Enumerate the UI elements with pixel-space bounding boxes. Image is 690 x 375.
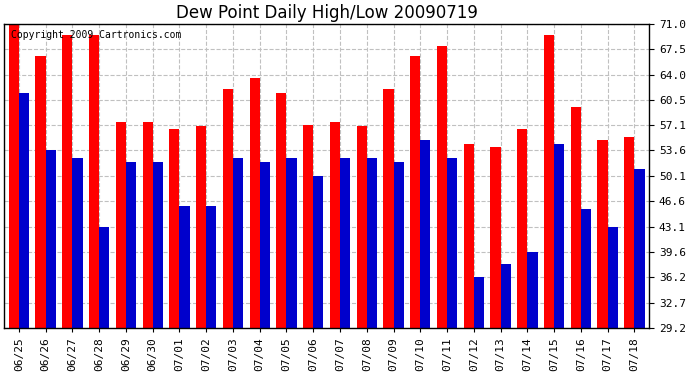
- Bar: [89, 34, 99, 328]
- Title: Dew Point Daily High/Low 20090719: Dew Point Daily High/Low 20090719: [176, 4, 477, 22]
- Bar: [581, 209, 591, 328]
- Bar: [410, 57, 420, 328]
- Bar: [464, 144, 474, 328]
- Bar: [223, 89, 233, 328]
- Bar: [500, 264, 511, 328]
- Bar: [126, 162, 136, 328]
- Bar: [598, 140, 608, 328]
- Bar: [62, 34, 72, 328]
- Bar: [437, 46, 447, 328]
- Bar: [169, 129, 179, 328]
- Bar: [233, 158, 243, 328]
- Bar: [250, 78, 259, 328]
- Bar: [19, 93, 29, 328]
- Bar: [152, 162, 163, 328]
- Bar: [9, 24, 19, 328]
- Text: Copyright 2009 Cartronics.com: Copyright 2009 Cartronics.com: [10, 30, 181, 40]
- Bar: [420, 140, 431, 328]
- Bar: [259, 162, 270, 328]
- Bar: [72, 158, 83, 328]
- Bar: [206, 206, 217, 328]
- Bar: [527, 252, 538, 328]
- Bar: [447, 158, 457, 328]
- Bar: [571, 108, 581, 328]
- Bar: [116, 122, 126, 328]
- Bar: [393, 162, 404, 328]
- Bar: [634, 170, 644, 328]
- Bar: [179, 206, 190, 328]
- Bar: [286, 158, 297, 328]
- Bar: [554, 144, 564, 328]
- Bar: [518, 129, 527, 328]
- Bar: [357, 126, 367, 328]
- Bar: [303, 125, 313, 328]
- Bar: [35, 57, 46, 328]
- Bar: [608, 227, 618, 328]
- Bar: [624, 136, 634, 328]
- Bar: [491, 147, 500, 328]
- Bar: [330, 122, 340, 328]
- Bar: [474, 277, 484, 328]
- Bar: [313, 176, 324, 328]
- Bar: [196, 126, 206, 328]
- Bar: [143, 122, 152, 328]
- Bar: [276, 93, 286, 328]
- Bar: [384, 89, 393, 328]
- Bar: [99, 227, 109, 328]
- Bar: [46, 150, 56, 328]
- Bar: [544, 34, 554, 328]
- Bar: [367, 158, 377, 328]
- Bar: [340, 158, 351, 328]
